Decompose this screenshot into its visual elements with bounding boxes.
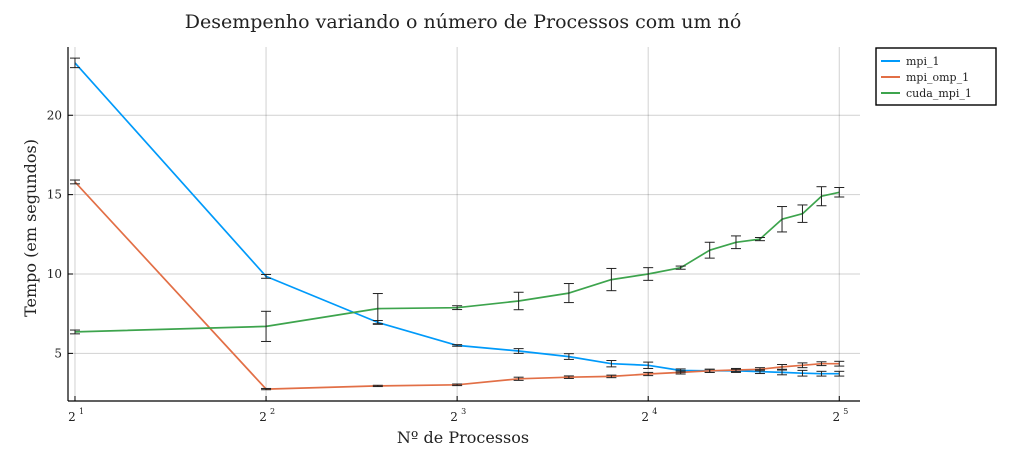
y-tick-label: 20 (47, 108, 62, 122)
error-bar (452, 305, 463, 311)
legend-label: mpi_1 (906, 55, 940, 68)
y-axis-label: Tempo (em segundos) (21, 139, 40, 317)
series-line-cuda_mpi_1 (74, 191, 840, 333)
error-bar (754, 367, 765, 372)
y-tick-label: 10 (47, 267, 62, 281)
series-line-mpi_omp_1 (74, 181, 840, 390)
error-bar (69, 329, 80, 335)
error-bar (816, 361, 827, 367)
error-bar (730, 235, 741, 250)
x-tick-exponent: 3 (461, 407, 466, 416)
error-bar (777, 363, 788, 370)
error-bar (704, 368, 715, 373)
x-tick-label: 2 (832, 410, 840, 424)
y-tick-label: 5 (54, 346, 62, 360)
error-bar (675, 265, 686, 270)
x-tick-label: 2 (450, 410, 458, 424)
error-bar (797, 362, 808, 369)
error-bar (452, 344, 463, 347)
error-bar (372, 384, 383, 388)
x-tick-label: 2 (259, 410, 267, 424)
error-bar (704, 241, 715, 259)
x-tick-exponent: 1 (79, 407, 84, 416)
error-bar (834, 360, 845, 367)
x-tick-exponent: 5 (843, 407, 848, 416)
error-bar (563, 353, 574, 360)
legend-label: cuda_mpi_1 (906, 87, 972, 100)
error-bar (675, 370, 686, 375)
error-bar (261, 310, 272, 342)
error-bar (513, 348, 524, 354)
error-bar (730, 367, 741, 373)
error-bar (797, 369, 808, 377)
x-tick-exponent: 4 (652, 407, 657, 416)
error-bar (777, 206, 788, 233)
error-bar (261, 273, 272, 279)
grid (68, 47, 860, 401)
x-axis-label: Nº de Processos (397, 428, 529, 447)
x-tick-label: 2 (641, 410, 649, 424)
error-bar (777, 369, 788, 376)
error-bar (606, 374, 617, 379)
error-bar (563, 283, 574, 304)
error-bar (69, 179, 80, 185)
error-bar (563, 375, 574, 379)
error-bar (452, 383, 463, 387)
error-bar (754, 236, 765, 242)
error-bar (816, 370, 827, 377)
error-bar (261, 387, 272, 391)
error-bar (606, 267, 617, 292)
error-bar (834, 186, 845, 198)
x-tick-label: 2 (68, 410, 76, 424)
chart-title: Desempenho variando o número de Processo… (185, 11, 742, 33)
error-bar (797, 204, 808, 223)
error-bar (643, 371, 654, 377)
error-bar (69, 57, 80, 69)
error-bar (372, 293, 383, 325)
error-bar (513, 376, 524, 381)
error-bar (643, 267, 654, 281)
error-bar (643, 361, 654, 369)
error-bar (816, 186, 827, 207)
series-layer (69, 57, 845, 391)
legend: mpi_1 mpi_omp_1 cuda_mpi_1 (875, 47, 997, 106)
error-bar (513, 291, 524, 311)
series-line-mpi_1 (74, 62, 840, 375)
y-tick-label: 15 (47, 188, 62, 202)
error-bar (606, 360, 617, 368)
error-bar (834, 370, 845, 377)
x-tick-exponent: 2 (270, 407, 275, 416)
legend-label: mpi_omp_1 (906, 71, 969, 84)
